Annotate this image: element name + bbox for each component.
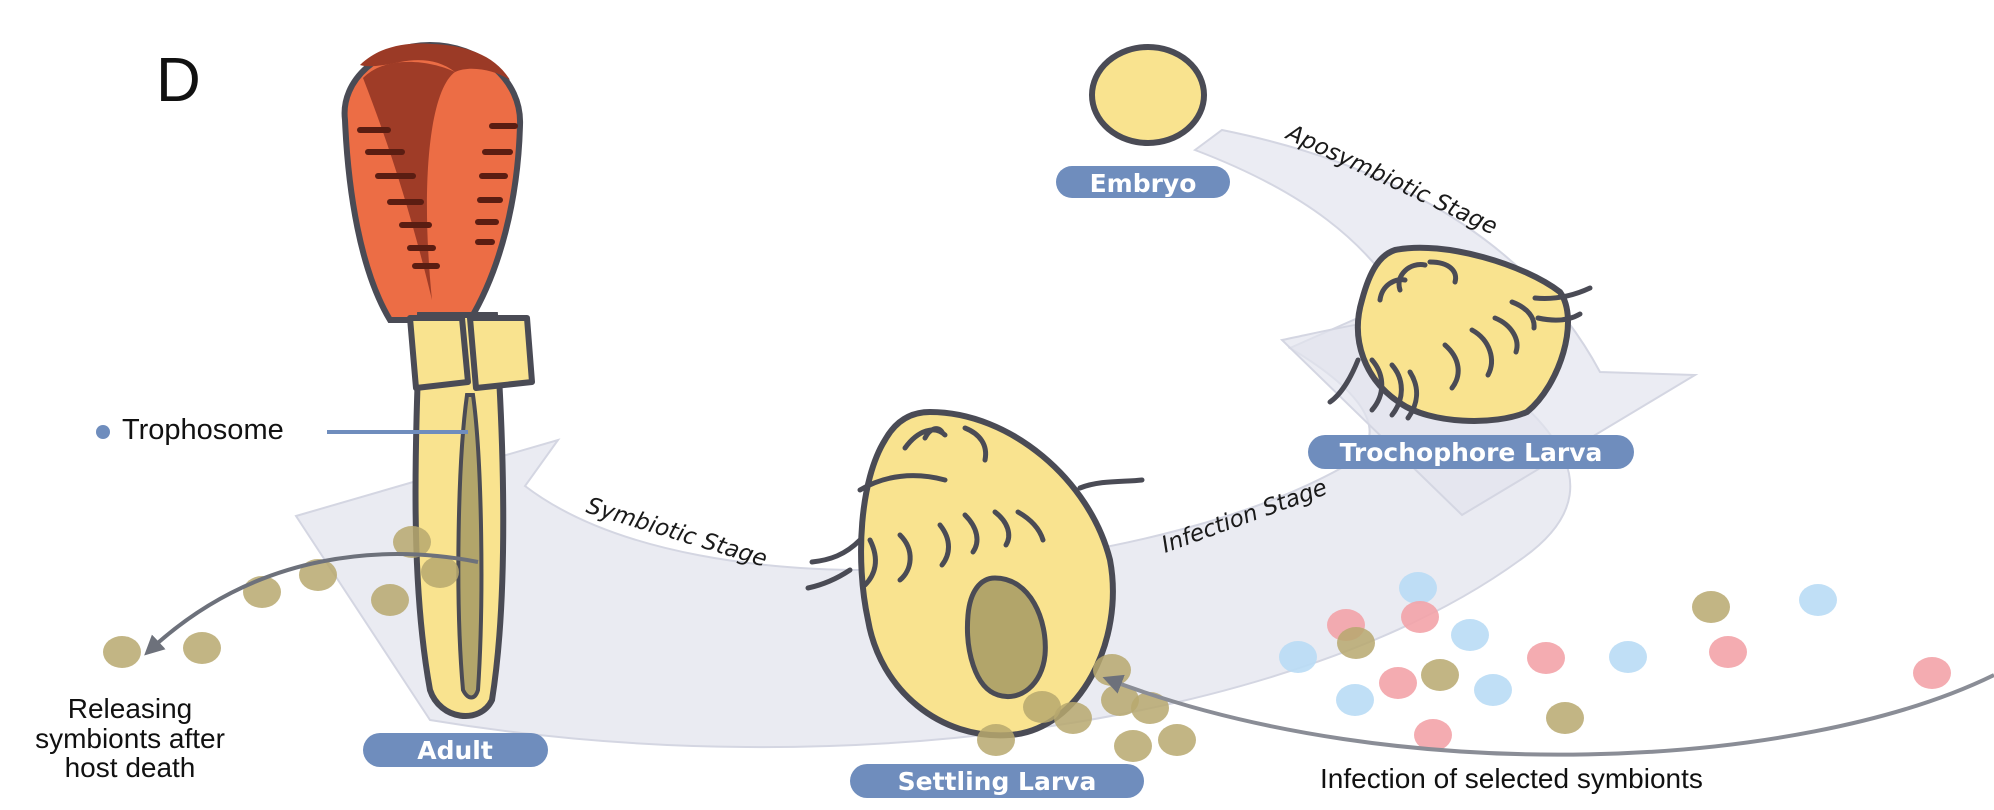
symbiont [1399, 572, 1437, 604]
symbiont [421, 556, 459, 588]
symbiont [1279, 641, 1317, 673]
trochophore-pill: Trochophore Larva [1308, 435, 1634, 469]
embryo-pill: Embryo [1056, 166, 1230, 198]
symbiont [1379, 667, 1417, 699]
settling-symbionts [977, 654, 1196, 762]
symbiont [1451, 619, 1489, 651]
symbiont [1337, 627, 1375, 659]
symbiont [1336, 684, 1374, 716]
trophosome-dot [96, 425, 110, 439]
symbiont [1709, 636, 1747, 668]
trochophore-illustration [1327, 244, 1593, 424]
settling-larva-label: Settling Larva [898, 767, 1097, 796]
symbiont [1474, 674, 1512, 706]
release-caption: Releasing symbionts after host death [35, 693, 225, 783]
symbiont [103, 636, 141, 668]
symbiont [1609, 641, 1647, 673]
released-symbionts [103, 526, 459, 668]
adult-pill: Adult [363, 733, 548, 767]
symbiont [1799, 584, 1837, 616]
symbiont [1401, 601, 1439, 633]
symbiont [1158, 724, 1196, 756]
infection-arrow [1102, 673, 1994, 757]
embryo-illustration [1089, 44, 1207, 146]
release-caption-line2: symbionts after [35, 723, 225, 754]
symbiont [1114, 730, 1152, 762]
panel-letter: D [156, 46, 201, 115]
symbiont [299, 559, 337, 591]
symbiont [1692, 591, 1730, 623]
release-caption-line1: Releasing [68, 693, 193, 724]
environmental-symbionts [1279, 572, 1951, 751]
embryo-label: Embryo [1090, 169, 1197, 198]
infection-caption: Infection of selected symbionts [1320, 763, 1703, 794]
symbiont [1414, 719, 1452, 751]
adult-label: Adult [417, 736, 493, 765]
symbiont [1913, 657, 1951, 689]
symbiont [393, 526, 431, 558]
symbiont [183, 632, 221, 664]
symbiont [1131, 692, 1169, 724]
symbiont [1527, 642, 1565, 674]
release-arrow [144, 552, 479, 656]
trophosome-label: Trophosome [122, 414, 284, 446]
symbiont [371, 584, 409, 616]
adult-tubeworm-illustration [341, 41, 535, 719]
symbiont [1421, 659, 1459, 691]
symbiont [1546, 702, 1584, 734]
symbiont [977, 724, 1015, 756]
symbiont [1023, 691, 1061, 723]
symbiont [1054, 702, 1092, 734]
settling-larva-pill: Settling Larva [850, 764, 1144, 798]
trochophore-label: Trochophore Larva [1340, 438, 1603, 467]
trophosome-callout: Trophosome [96, 414, 468, 446]
release-caption-line3: host death [65, 752, 196, 783]
